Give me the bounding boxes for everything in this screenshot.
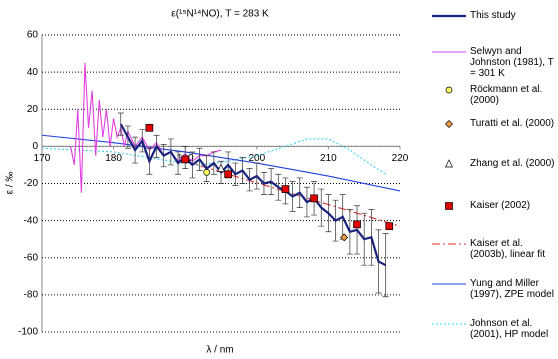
legend-label: This study — [470, 10, 516, 21]
point — [224, 170, 233, 179]
legend-label: Röckmann et al. (2000) — [470, 84, 543, 106]
point — [145, 123, 154, 132]
y-tick-label: -40 — [24, 215, 39, 226]
legend-icon — [445, 86, 453, 94]
y-tick-label: 40 — [27, 67, 39, 78]
series-line — [41, 134, 401, 192]
point — [353, 220, 361, 229]
series-line — [70, 62, 222, 193]
point — [216, 163, 226, 172]
y-tick-label: 20 — [27, 104, 39, 115]
legend-marker — [445, 86, 453, 94]
legend: This study Selwyn and Johnston (1981), T … — [430, 6, 558, 356]
x-tick-label: 210 — [320, 153, 337, 164]
point — [385, 222, 394, 231]
x-tick-label: 180 — [105, 153, 122, 164]
legend-icon — [445, 120, 453, 128]
y-tick-label: -20 — [24, 178, 39, 189]
y-tick-label: -60 — [24, 252, 39, 263]
legend-label: Turatti et al. (2000) — [470, 118, 555, 129]
point — [203, 169, 211, 176]
y-tick-label: -80 — [24, 290, 39, 301]
point — [310, 194, 318, 203]
chart-title: ε(¹⁵N¹⁴NO), T = 283 K — [171, 9, 269, 20]
legend-icon — [432, 283, 466, 285]
x-tick-label: 200 — [248, 153, 265, 164]
legend-label: Yung and Miller (1997), ZPE model — [470, 278, 554, 300]
x-tick-label: 220 — [392, 153, 409, 164]
legend-icon — [432, 323, 466, 325]
legend-label: Zhang et al. (2000) — [470, 158, 555, 169]
legend-icon — [432, 14, 466, 18]
series-line — [119, 123, 387, 267]
y-tick-label: 0 — [32, 141, 38, 152]
legend-marker — [445, 202, 453, 210]
y-tick-label: 60 — [27, 30, 39, 41]
legend-marker — [445, 120, 453, 128]
x-tick-label: 170 — [34, 153, 51, 164]
y-axis-label: ε / ‰ — [5, 172, 16, 195]
point — [281, 185, 290, 193]
legend-marker — [444, 159, 454, 168]
legend-icon — [444, 159, 454, 168]
legend-icon — [432, 51, 466, 53]
point — [340, 233, 349, 242]
series-line — [41, 138, 386, 175]
x-axis-label: λ / nm — [206, 345, 233, 356]
legend-label: Kaiser et al. (2003b), linear fit — [470, 238, 546, 260]
y-tick-label: -100 — [18, 327, 38, 338]
legend-icon — [445, 202, 453, 210]
legend-icon — [432, 243, 466, 245]
point — [181, 155, 190, 164]
legend-label: Kaiser (2002) — [470, 200, 531, 211]
legend-label: Selwyn and Johnston (1981), T = 301 K — [470, 46, 554, 79]
legend-label: Johnson et al. (2001), HP model — [470, 318, 549, 340]
